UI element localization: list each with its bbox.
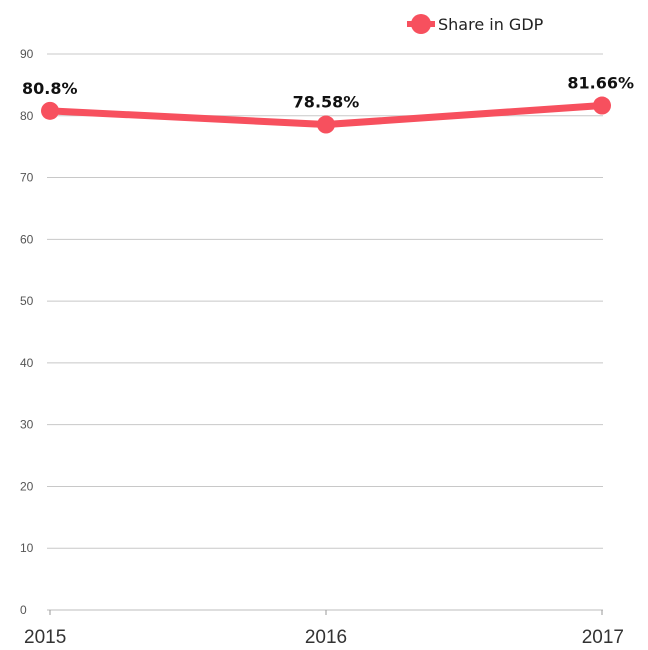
x-axis: 2015 2016 2017: [24, 610, 624, 648]
data-labels: 80.8% 78.58% 81.66%: [22, 74, 634, 112]
y-tick-label: 60: [20, 232, 34, 246]
data-label-2015: 80.8%: [22, 79, 78, 98]
data-point-2016[interactable]: [317, 115, 335, 134]
x-tick-label: 2015: [24, 627, 66, 648]
legend-label: Share in GDP: [438, 15, 544, 34]
y-tick-label: 30: [20, 418, 34, 432]
data-label-2016: 78.58%: [293, 93, 360, 112]
y-tick-label: 20: [20, 479, 34, 493]
y-tick-label: 10: [20, 541, 34, 555]
series-share-in-gdp: [41, 96, 611, 134]
data-label-2017: 81.66%: [567, 74, 634, 93]
legend[interactable]: Share in GDP: [407, 14, 544, 34]
y-tick-label: 50: [20, 294, 34, 308]
gridlines: [47, 53, 603, 611]
data-point-2015[interactable]: [41, 101, 59, 120]
legend-marker: [411, 14, 431, 34]
x-tick-label: 2017: [582, 627, 624, 648]
y-tick-label: 40: [20, 356, 34, 370]
y-axis-ticks: 0 10 20 30 40 50 60 70 80 90: [20, 47, 34, 617]
y-tick-label: 70: [20, 171, 34, 185]
y-tick-label: 0: [20, 603, 27, 617]
y-tick-label: 90: [20, 47, 34, 61]
data-point-2017[interactable]: [593, 96, 611, 115]
x-tick-label: 2016: [305, 627, 347, 648]
y-tick-label: 80: [20, 109, 34, 123]
